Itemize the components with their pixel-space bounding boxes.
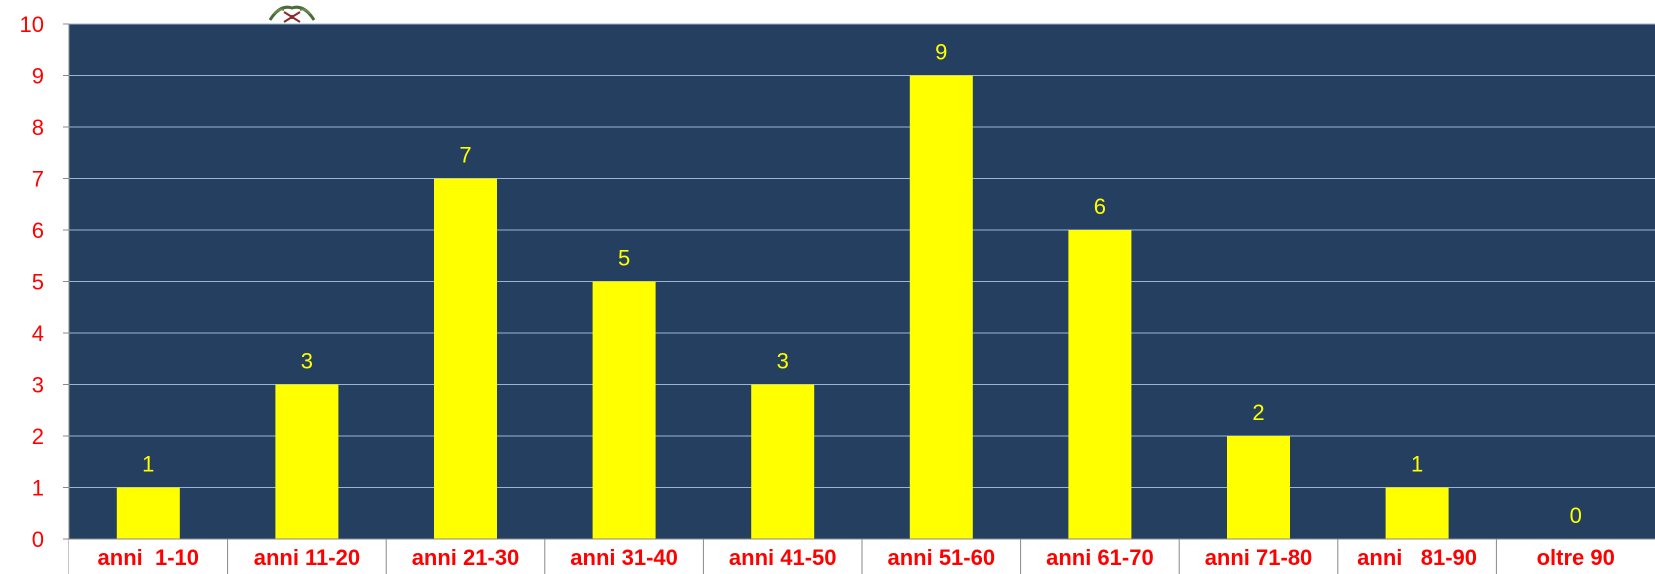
data-label: 5	[618, 246, 630, 271]
category-label: anni 11-20	[254, 545, 360, 570]
bar	[434, 178, 497, 539]
bar	[275, 384, 339, 539]
y-tick-label: 3	[32, 373, 44, 398]
category-label: anni 31-40	[570, 545, 678, 570]
y-tick-label: 0	[32, 527, 44, 552]
y-axis-ticks: 0 1 2 3 4 5 6 7 8 9 10	[20, 12, 70, 574]
data-label: 3	[777, 349, 789, 374]
y-tick-label: 2	[32, 424, 44, 449]
y-tick-label: 6	[32, 218, 44, 243]
bars	[116, 75, 1449, 539]
bar	[1068, 230, 1132, 539]
laurel-emblem-icon	[268, 5, 316, 23]
category-label: anni 41-50	[729, 545, 837, 570]
data-label: 6	[1094, 194, 1106, 219]
data-label: 1	[142, 452, 154, 477]
data-label: 3	[301, 349, 313, 374]
y-tick-label: 5	[32, 270, 44, 295]
category-label: anni 61-70	[1046, 545, 1154, 570]
y-tick-label: 4	[32, 321, 44, 346]
y-tick-label: 1	[32, 476, 44, 501]
category-label: anni 71-80	[1205, 545, 1313, 570]
category-label: oltre 90	[1537, 545, 1615, 570]
y-tick-label: 8	[32, 115, 44, 140]
category-label: anni 51-60	[887, 545, 995, 570]
category-axis: anni 1-10 anni 11-20 anni 21-30 anni 31-40 a…	[69, 538, 1655, 574]
category-label: anni 1-10	[98, 545, 199, 570]
bar	[1385, 487, 1449, 539]
data-label: 1	[1411, 452, 1423, 477]
bar	[751, 384, 815, 539]
y-tick-label: 10	[20, 12, 44, 37]
category-label: anni 81-90	[1357, 545, 1477, 570]
data-label: 9	[935, 40, 947, 65]
data-labels: 1 3 7 5 3 9 6 2 1 0	[142, 40, 1582, 529]
data-label: 0	[1570, 503, 1582, 528]
y-tick-label: 7	[32, 167, 44, 192]
category-label: anni 21-30	[412, 545, 520, 570]
bar	[1227, 436, 1290, 539]
data-label: 7	[459, 143, 471, 168]
data-label: 2	[1252, 400, 1264, 425]
bar	[909, 75, 973, 539]
bar	[116, 487, 180, 539]
bar	[592, 281, 656, 539]
y-tick-label: 9	[32, 64, 44, 89]
